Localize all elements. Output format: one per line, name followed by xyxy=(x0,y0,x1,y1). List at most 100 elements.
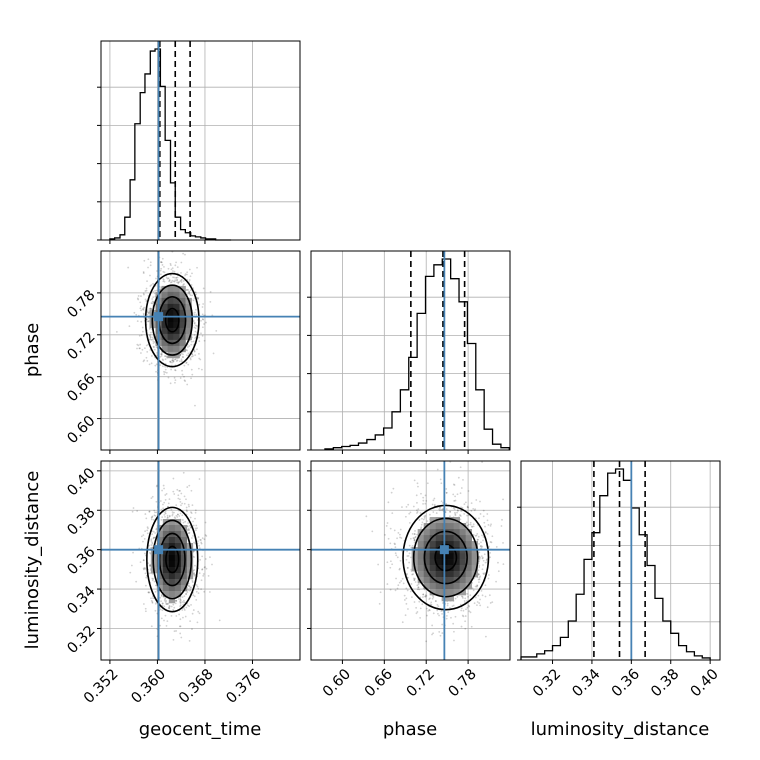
sample-point xyxy=(481,568,484,571)
sample-point xyxy=(179,618,182,621)
sample-point xyxy=(140,305,143,308)
sample-point xyxy=(182,521,185,524)
sample-point xyxy=(193,349,196,352)
sample-point xyxy=(181,369,183,372)
sample-point xyxy=(144,530,147,533)
sample-point xyxy=(497,570,500,573)
sample-point xyxy=(441,632,444,634)
sample-point xyxy=(462,609,465,612)
sample-point xyxy=(177,497,180,500)
sample-point xyxy=(391,563,394,566)
sample-point xyxy=(460,625,463,628)
sample-point xyxy=(171,359,174,362)
sample-point xyxy=(387,537,390,540)
sample-point xyxy=(445,488,448,490)
sample-point xyxy=(396,537,398,540)
sample-point xyxy=(146,311,149,313)
sample-point xyxy=(179,280,182,283)
density-cell xyxy=(417,565,424,572)
sample-point xyxy=(456,493,459,496)
density-cell xyxy=(429,541,436,548)
sample-point xyxy=(405,597,408,600)
sample-point xyxy=(168,279,171,282)
sample-point xyxy=(413,533,416,535)
sample-point xyxy=(197,587,200,590)
sample-point xyxy=(445,614,448,617)
sample-point xyxy=(460,509,463,512)
sample-point xyxy=(168,607,171,610)
sample-point xyxy=(142,540,144,543)
sample-point xyxy=(194,308,197,311)
axes-frame xyxy=(520,460,721,661)
sample-point xyxy=(467,595,469,598)
sample-point xyxy=(426,614,428,617)
density-cell xyxy=(173,321,180,329)
density-cell xyxy=(417,577,424,584)
density-cell xyxy=(186,554,194,562)
density-cell xyxy=(447,559,454,566)
sample-point xyxy=(191,353,194,356)
sample-point xyxy=(464,501,467,504)
sample-point xyxy=(198,572,201,575)
sample-point xyxy=(173,280,176,283)
sample-point xyxy=(441,602,444,604)
density-cell xyxy=(167,309,174,317)
sample-point xyxy=(181,519,184,521)
sample-point xyxy=(198,336,200,339)
sample-point xyxy=(429,513,431,516)
density-cell xyxy=(173,327,180,335)
sample-point xyxy=(179,353,182,356)
sample-point xyxy=(193,334,196,336)
sample-point xyxy=(148,338,151,341)
density-cell xyxy=(423,529,430,536)
sample-point xyxy=(147,311,150,314)
sample-point xyxy=(431,597,434,600)
sample-point xyxy=(175,599,178,602)
sample-point xyxy=(194,517,196,520)
sample-point xyxy=(159,269,162,272)
sample-point xyxy=(413,533,416,535)
sample-point xyxy=(161,261,163,264)
sample-point xyxy=(140,334,143,337)
sample-point xyxy=(187,604,189,607)
sample-point xyxy=(474,508,477,511)
sample-point xyxy=(200,319,202,322)
sample-point xyxy=(411,532,414,535)
sample-point xyxy=(486,513,489,515)
sample-point xyxy=(151,533,154,536)
sample-point xyxy=(172,477,175,480)
sample-point xyxy=(146,529,149,532)
sample-point xyxy=(204,314,206,317)
sample-point xyxy=(193,541,196,544)
sample-point xyxy=(164,223,166,225)
sample-point xyxy=(146,318,149,321)
sample-point xyxy=(196,324,198,327)
sample-point xyxy=(188,531,191,534)
sample-point xyxy=(477,538,479,541)
sample-point xyxy=(189,586,192,589)
sample-point xyxy=(433,497,436,500)
sample-point xyxy=(174,358,176,361)
sample-point xyxy=(185,506,188,509)
sample-point xyxy=(197,352,200,355)
density-cell xyxy=(435,589,442,596)
sample-point xyxy=(491,601,494,604)
sample-point xyxy=(404,515,407,518)
sample-point xyxy=(164,510,167,513)
plot-area xyxy=(311,461,510,660)
sample-point xyxy=(172,638,175,641)
sample-point xyxy=(194,404,196,407)
sample-point xyxy=(405,602,408,605)
sample-point xyxy=(482,509,485,512)
sample-point xyxy=(197,298,199,300)
sample-point xyxy=(483,573,485,576)
sample-point xyxy=(481,556,484,559)
sample-point xyxy=(196,621,199,624)
sample-point xyxy=(454,499,457,502)
sample-point xyxy=(163,487,165,490)
density-cell xyxy=(179,315,186,323)
sample-point xyxy=(190,512,193,515)
density-cell xyxy=(185,315,192,323)
sample-point xyxy=(171,359,174,362)
sample-point xyxy=(186,591,189,593)
